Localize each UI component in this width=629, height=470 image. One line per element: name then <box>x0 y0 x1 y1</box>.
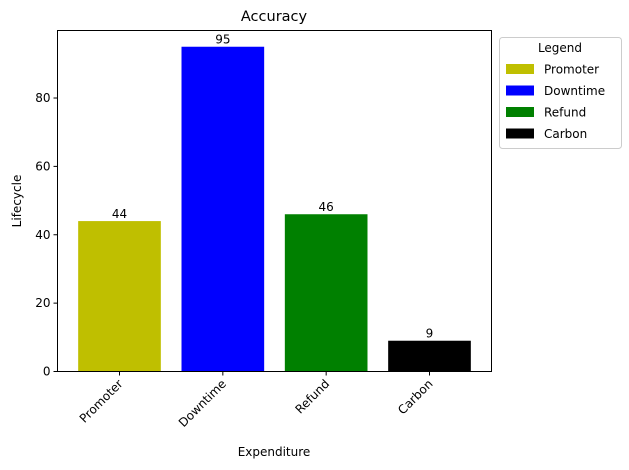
legend-swatch <box>506 85 534 96</box>
bar-refund <box>284 214 368 372</box>
legend-label: Downtime <box>544 84 605 98</box>
y-tick-label: 40 <box>35 228 50 242</box>
y-tick-label: 0 <box>43 365 51 379</box>
bar-downtime <box>181 46 265 372</box>
x-tick-label: Promoter <box>77 377 126 426</box>
y-tick-label: 20 <box>35 296 50 310</box>
x-axis-label: Expenditure <box>238 445 311 459</box>
legend: Legend Promoter Downtime Refund Carbon <box>499 37 622 149</box>
bar-value-label: 9 <box>426 327 434 341</box>
bar-value-label: 95 <box>215 33 230 47</box>
legend-swatch <box>506 128 534 139</box>
y-tick-label: 80 <box>35 91 50 105</box>
x-tick-label: Downtime <box>176 377 229 430</box>
legend-label: Carbon <box>544 127 587 141</box>
bar-series <box>78 46 471 372</box>
legend-label: Refund <box>544 106 586 120</box>
legend-swatch <box>506 107 534 117</box>
y-axis-label: Lifecycle <box>10 175 24 228</box>
bar-promoter <box>78 221 161 372</box>
bar-value-label: 46 <box>319 200 334 214</box>
bar-value-label: 44 <box>112 207 127 221</box>
legend-entries: Promoter Downtime Refund Carbon <box>506 63 605 141</box>
x-tick-label: Carbon <box>395 377 435 417</box>
legend-label: Promoter <box>544 63 599 77</box>
legend-title: Legend <box>538 41 582 55</box>
x-tick-label: Refund <box>293 377 333 417</box>
y-axis: 0 20 40 60 80 <box>35 91 58 379</box>
plot-frame <box>57 30 492 372</box>
bar-value-labels: 44 95 46 9 <box>112 33 433 341</box>
x-axis: Promoter Downtime Refund Carbon <box>77 371 436 430</box>
y-tick-label: 60 <box>35 159 50 173</box>
legend-swatch <box>506 64 534 74</box>
bar-carbon <box>388 340 471 372</box>
chart-title: Accuracy <box>241 9 308 25</box>
